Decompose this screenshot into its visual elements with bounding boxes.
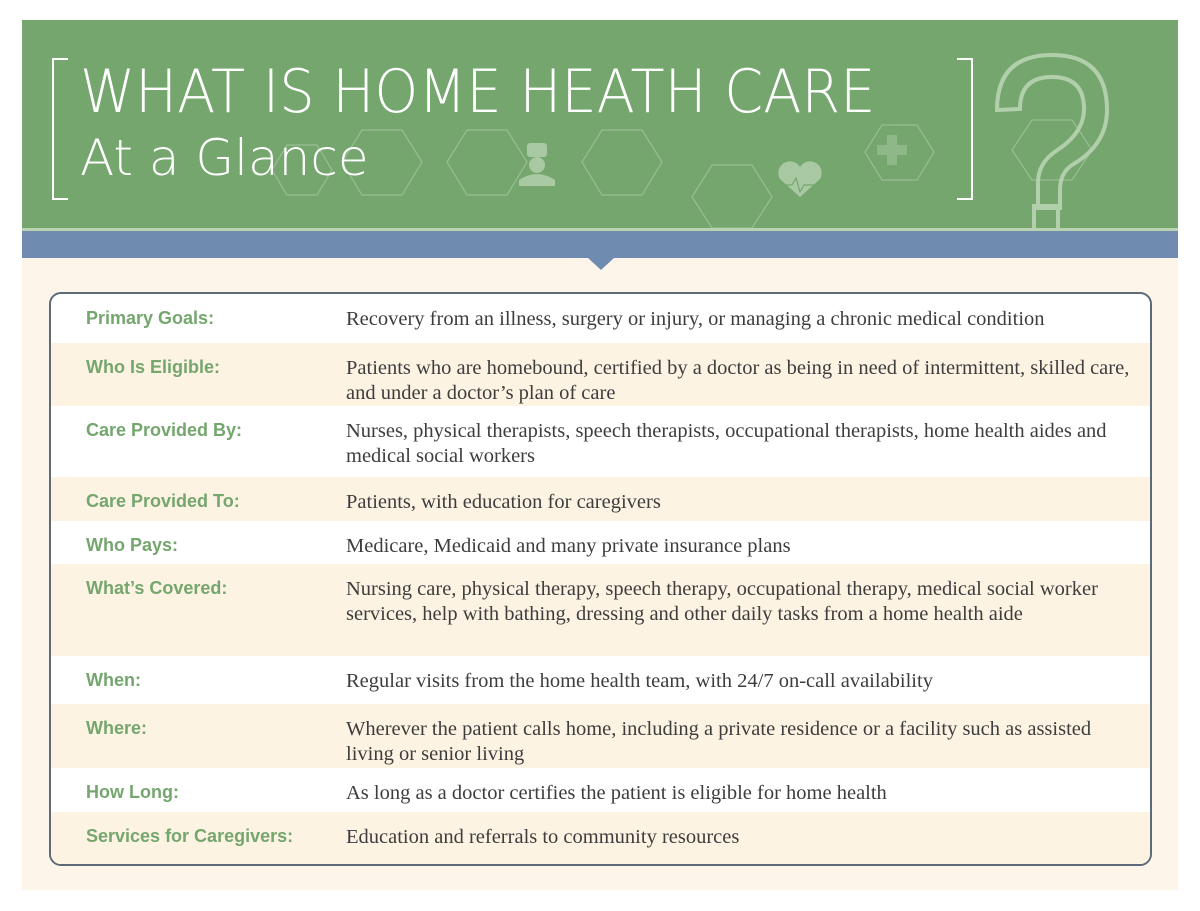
table-row: Where: Wherever the patient calls home, … [51,704,1150,768]
table-row: How Long: As long as a doctor certifies … [51,768,1150,812]
title-bracket-right [957,58,973,200]
table-row: What’s Covered: Nursing care, physical t… [51,564,1150,656]
row-text: Wherever the patient calls home, includi… [346,718,1092,765]
header-banner: WHAT IS HOME HEATH CARE At a Glance [22,20,1178,228]
nurse-icon [519,143,555,186]
table-row: Care Provided To: Patients, with educati… [51,477,1150,521]
row-text: Medicare, Medicaid and many private insu… [346,535,791,557]
table-row: Who Is Eligible: Patients who are homebo… [51,343,1150,406]
hexagon-network-pattern [271,52,1110,228]
divider [22,228,1178,231]
row-label: What’s Covered: [86,578,228,598]
question-mark-icon [994,52,1110,228]
page-subtitle: At a Glance [80,129,369,187]
blue-band [22,231,1178,258]
info-table: Primary Goals: Recovery from an illness,… [49,292,1152,866]
table-row: Primary Goals: Recovery from an illness,… [51,294,1150,343]
row-label: When: [86,670,141,690]
table-row: When: Regular visits from the home healt… [51,656,1150,704]
row-text: Nurses, physical therapists, speech ther… [346,420,1107,467]
row-text: Nursing care, physical therapy, speech t… [346,578,1098,625]
table-row: Care Provided By: Nurses, physical thera… [51,406,1150,477]
table-row: Who Pays: Medicare, Medicaid and many pr… [51,521,1150,564]
row-text: Patients, with education for caregivers [346,491,661,513]
page-title: WHAT IS HOME HEATH CARE [80,57,876,127]
row-label: Primary Goals: [86,308,215,328]
title-bracket-left [52,58,68,200]
row-label: Care Provided To: [86,491,240,511]
row-label: Who Pays: [86,535,179,555]
row-text: Regular visits from the home health team… [346,670,933,692]
row-text: Recovery from an illness, surgery or inj… [346,308,1045,330]
row-text: As long as a doctor certifies the patien… [346,782,887,804]
row-label: Where: [86,718,148,738]
row-label: Who Is Eligible: [86,357,220,377]
row-text: Patients who are homebound, certified by… [346,357,1130,404]
row-label: How Long: [86,782,179,802]
infographic: WHAT IS HOME HEATH CARE At a Glance Prim… [22,20,1178,890]
heart-pulse-icon [778,161,822,197]
pointer-triangle [588,258,614,270]
table-row: Services for Caregivers: Education and r… [51,812,1150,864]
row-label: Services for Caregivers: [86,826,294,846]
row-text: Education and referrals to community res… [346,826,740,848]
row-label: Care Provided By: [86,420,243,440]
